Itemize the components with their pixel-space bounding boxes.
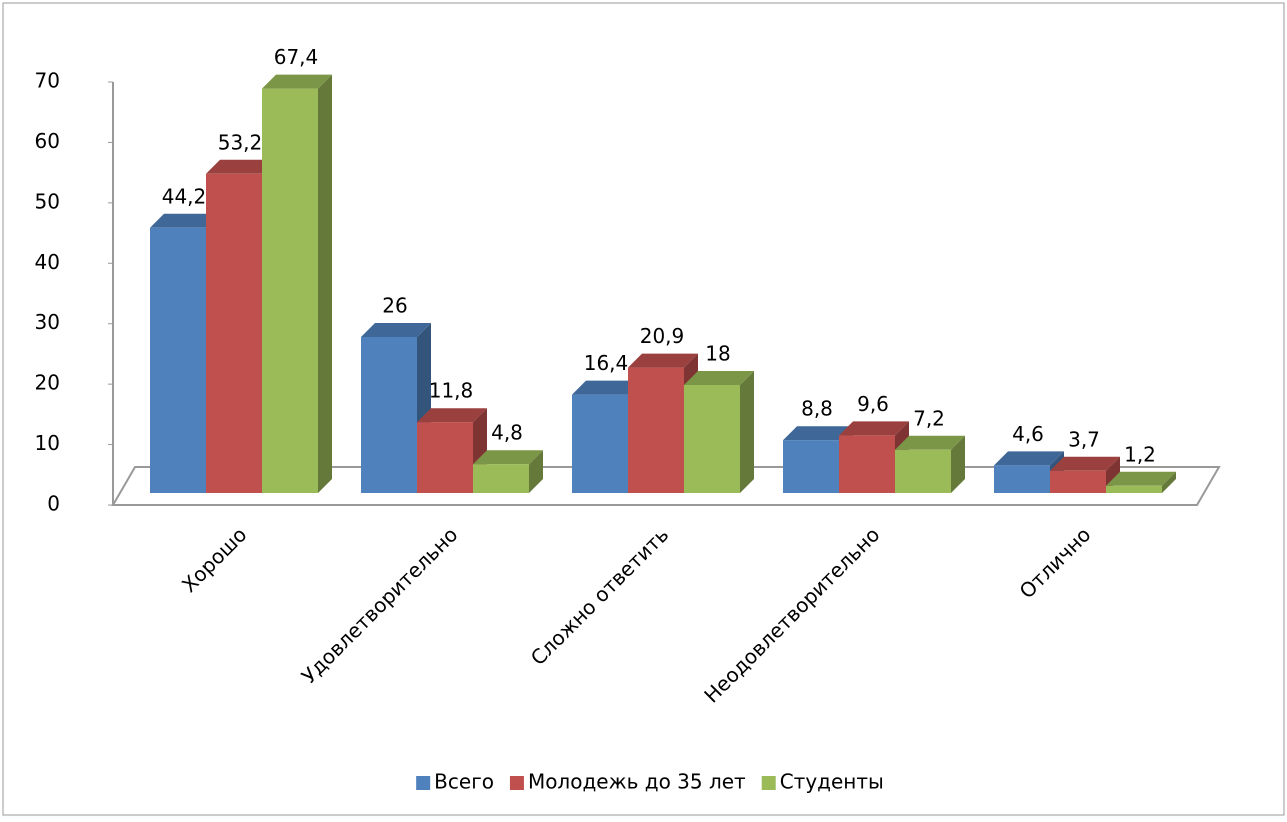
bar bbox=[684, 371, 754, 493]
bar-front bbox=[783, 440, 839, 493]
value-label: 4,8 bbox=[491, 421, 523, 445]
y-tick-label: 30 bbox=[35, 310, 60, 334]
bar-front bbox=[361, 337, 417, 493]
bar-top bbox=[895, 435, 965, 450]
value-label: 67,4 bbox=[274, 45, 319, 69]
bar-front bbox=[1050, 470, 1106, 493]
value-label: 11,8 bbox=[429, 379, 474, 403]
value-label: 18 bbox=[705, 342, 730, 366]
y-tick-label: 70 bbox=[35, 69, 60, 93]
bar-top bbox=[417, 408, 487, 423]
bar-top bbox=[684, 371, 754, 385]
floor bbox=[111, 466, 1221, 506]
value-label: 44,2 bbox=[162, 184, 207, 208]
bar-side bbox=[740, 371, 754, 493]
y-tick-label: 40 bbox=[35, 250, 60, 274]
y-tick-label: 60 bbox=[35, 129, 60, 153]
bar-side bbox=[1162, 471, 1176, 493]
bar-side bbox=[318, 74, 332, 493]
bar-side bbox=[951, 435, 965, 493]
legend-swatch bbox=[761, 776, 776, 790]
value-label: 1,2 bbox=[1124, 442, 1156, 466]
value-label: 20,9 bbox=[640, 324, 685, 348]
bar-front bbox=[839, 435, 895, 493]
bar bbox=[361, 323, 431, 493]
bar-top bbox=[361, 323, 431, 337]
bar bbox=[572, 380, 642, 493]
value-label: 26 bbox=[382, 294, 407, 318]
bar-front bbox=[628, 367, 684, 493]
bar-top bbox=[572, 380, 642, 395]
bar-top bbox=[628, 353, 698, 368]
bar-top bbox=[206, 159, 276, 174]
bar-top bbox=[839, 421, 909, 436]
bar-front bbox=[1106, 485, 1162, 493]
bar-top bbox=[262, 74, 332, 89]
bar bbox=[994, 451, 1064, 493]
bar-front bbox=[150, 227, 206, 494]
value-label: 9,6 bbox=[857, 392, 889, 416]
bar-top bbox=[1050, 456, 1120, 471]
legend-swatch bbox=[509, 776, 524, 790]
bar-front bbox=[473, 464, 529, 493]
bar-top bbox=[150, 213, 220, 228]
value-label: 7,2 bbox=[913, 406, 945, 430]
bar-front bbox=[417, 422, 473, 493]
legend-label: Всего bbox=[434, 770, 494, 794]
value-label: 8,8 bbox=[801, 397, 833, 421]
bar-top bbox=[473, 450, 543, 465]
bar bbox=[839, 421, 909, 493]
bar-top bbox=[994, 451, 1064, 466]
value-label: 53,2 bbox=[218, 130, 263, 154]
legend-swatch bbox=[416, 776, 431, 790]
value-label: 3,7 bbox=[1068, 427, 1100, 451]
bar-front bbox=[206, 173, 262, 494]
legend-label: Студенты bbox=[780, 770, 884, 794]
value-label: 16,4 bbox=[584, 351, 629, 375]
bar-front bbox=[994, 465, 1050, 493]
bar-top bbox=[1106, 471, 1176, 486]
bar-top bbox=[783, 426, 853, 441]
y-tick-label: 0 bbox=[47, 492, 60, 516]
bar bbox=[262, 74, 332, 493]
bar bbox=[895, 435, 965, 493]
bar-front bbox=[895, 449, 951, 493]
bar-side bbox=[529, 450, 543, 493]
bar-front bbox=[684, 385, 740, 493]
y-tick-label: 20 bbox=[35, 371, 60, 395]
bar bbox=[1106, 471, 1176, 493]
bar-front bbox=[262, 88, 318, 493]
legend-label: Молодежь до 35 лет bbox=[528, 770, 746, 794]
bar bbox=[473, 450, 543, 493]
y-tick-label: 10 bbox=[35, 431, 60, 455]
value-label: 4,6 bbox=[1012, 422, 1044, 446]
y-tick-label: 50 bbox=[35, 189, 60, 213]
bar-front bbox=[572, 394, 628, 493]
